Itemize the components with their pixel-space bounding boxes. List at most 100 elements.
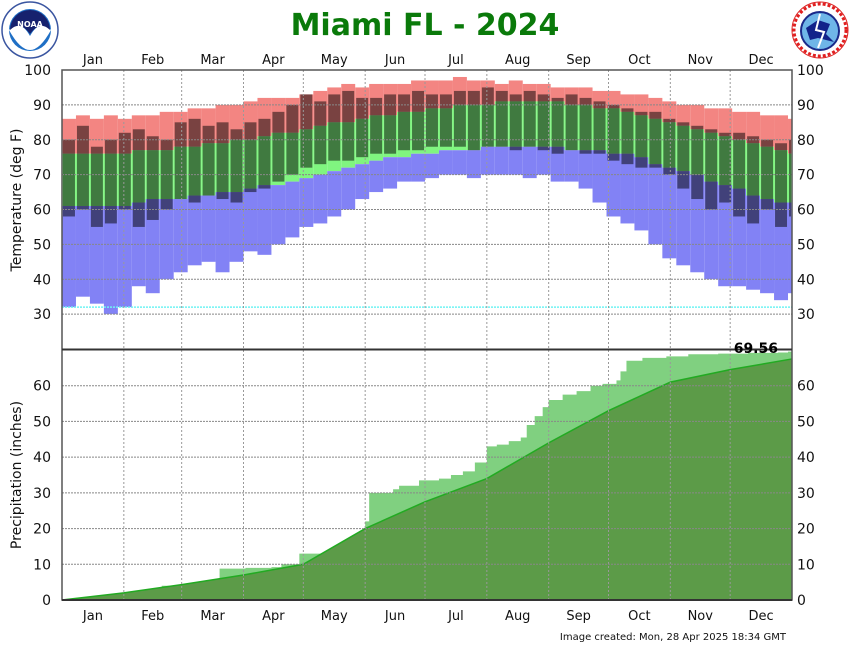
observed-temp-bar <box>663 118 676 175</box>
observed-temp-bar <box>775 143 788 227</box>
observed-temp-bar <box>649 111 662 168</box>
observed-temp-bar <box>342 90 355 161</box>
record-low-bar <box>578 150 593 189</box>
observed-temp-bar <box>747 136 760 224</box>
month-label-top: Nov <box>688 53 714 68</box>
record-low-bar <box>187 195 202 266</box>
month-label-top: Apr <box>262 53 285 68</box>
precip-tick-right: 60 <box>797 379 815 395</box>
axes: 30 30 40 40 50 50 60 60 70 70 80 80 90 90 100 100 0 0 10 10… <box>24 53 823 624</box>
month-label-bottom: Jul <box>447 609 464 624</box>
observed-temp-bar <box>398 94 411 151</box>
record-low-bar <box>117 206 132 308</box>
month-label-bottom: Sep <box>566 609 591 624</box>
temp-tick-right: 80 <box>797 133 815 149</box>
record-high-bar <box>690 104 705 130</box>
precip-tick-left: 60 <box>33 379 51 395</box>
observed-temp-bar <box>733 132 746 217</box>
observed-temp-bar <box>509 94 522 151</box>
temp-tick-left: 30 <box>33 307 51 323</box>
temp-tick-left: 50 <box>33 237 51 253</box>
temperature-axis-label: Temperature (deg F) <box>9 129 25 273</box>
precip-total-label: 69.56 <box>734 341 778 357</box>
record-low-bar <box>536 146 551 175</box>
precip-tick-left: 30 <box>33 486 51 502</box>
observed-temp-bar <box>523 90 536 147</box>
observed-temp-bar <box>244 122 257 193</box>
record-low-bar <box>592 150 607 203</box>
observed-temp-bar <box>607 104 620 161</box>
observed-temp-bar <box>314 101 327 165</box>
record-low-bar <box>159 199 174 280</box>
observed-temp-bar <box>300 94 313 168</box>
observed-temp-bar <box>551 97 564 154</box>
record-low-bar <box>480 146 495 175</box>
month-label-bottom: Mar <box>200 609 225 624</box>
observed-temp-bar <box>216 122 229 200</box>
record-low-bar <box>718 185 733 287</box>
precip-tick-left: 40 <box>33 450 51 466</box>
record-low-bar <box>145 199 160 294</box>
record-low-bar <box>327 171 342 217</box>
record-low-bar <box>75 206 90 297</box>
record-high-bar <box>89 118 104 154</box>
record-high-bar <box>788 118 792 154</box>
observed-temp-bar <box>789 139 791 217</box>
record-low-bar <box>411 153 426 182</box>
record-low-bar <box>243 188 258 252</box>
record-high-bar <box>718 108 733 137</box>
record-low-bar <box>271 185 286 245</box>
month-label-bottom: Feb <box>141 609 164 624</box>
observed-temp-bar <box>132 129 145 227</box>
observed-temp-bar <box>230 129 243 203</box>
record-low-bar <box>299 178 314 227</box>
record-low-bar <box>313 174 328 224</box>
observed-temp-bar <box>202 125 215 196</box>
observed-temp-bar <box>593 101 606 154</box>
precip-tick-left: 20 <box>33 522 51 538</box>
month-label-top: Jul <box>447 53 464 68</box>
observed-temp-bar <box>412 90 425 151</box>
observed-temp-bar <box>286 104 299 175</box>
observed-temp-bar <box>76 125 89 210</box>
record-low-bar <box>285 181 300 238</box>
record-low-bar <box>103 206 118 315</box>
record-low-bar <box>606 153 621 217</box>
temp-tick-right: 60 <box>797 203 815 219</box>
nws-logo <box>791 1 849 59</box>
record-low-bar <box>341 167 356 210</box>
precip-tick-left: 0 <box>42 593 51 609</box>
month-label-top: Mar <box>200 53 225 68</box>
observed-temp-bar <box>118 132 131 210</box>
record-low-bar <box>425 153 439 179</box>
temp-tick-left: 90 <box>33 98 51 114</box>
observed-temp-bar <box>104 139 117 224</box>
record-low-bar <box>508 146 523 175</box>
temp-tick-left: 60 <box>33 203 51 219</box>
record-low-bar <box>369 160 384 193</box>
record-high-bar <box>606 90 621 109</box>
temp-tick-right: 70 <box>797 168 815 184</box>
record-high-bar <box>676 104 691 126</box>
precip-tick-right: 40 <box>797 450 815 466</box>
month-label-bottom: Nov <box>688 609 714 624</box>
month-label-bottom: Dec <box>749 609 774 624</box>
observed-temp-bar <box>481 87 494 147</box>
observed-temp-bar <box>691 125 704 200</box>
temp-tick-right: 100 <box>797 63 824 79</box>
month-label-top: Dec <box>749 53 774 68</box>
precip-tick-left: 10 <box>33 557 51 573</box>
observed-temp-bar <box>188 118 201 203</box>
record-low-bar <box>522 146 537 179</box>
month-label-top: Feb <box>141 53 164 68</box>
record-high-bar <box>550 87 565 102</box>
precip-tick-right: 50 <box>797 414 815 430</box>
image-created-text: Image created: Mon, 28 Apr 2025 18:34 GM… <box>560 632 787 643</box>
observed-temp-bar <box>272 111 285 182</box>
month-label-top: Jun <box>384 53 405 68</box>
record-low-bar <box>466 150 481 179</box>
record-low-bar <box>676 171 691 266</box>
record-low-bar <box>564 150 579 182</box>
temp-tick-left: 40 <box>33 272 51 288</box>
